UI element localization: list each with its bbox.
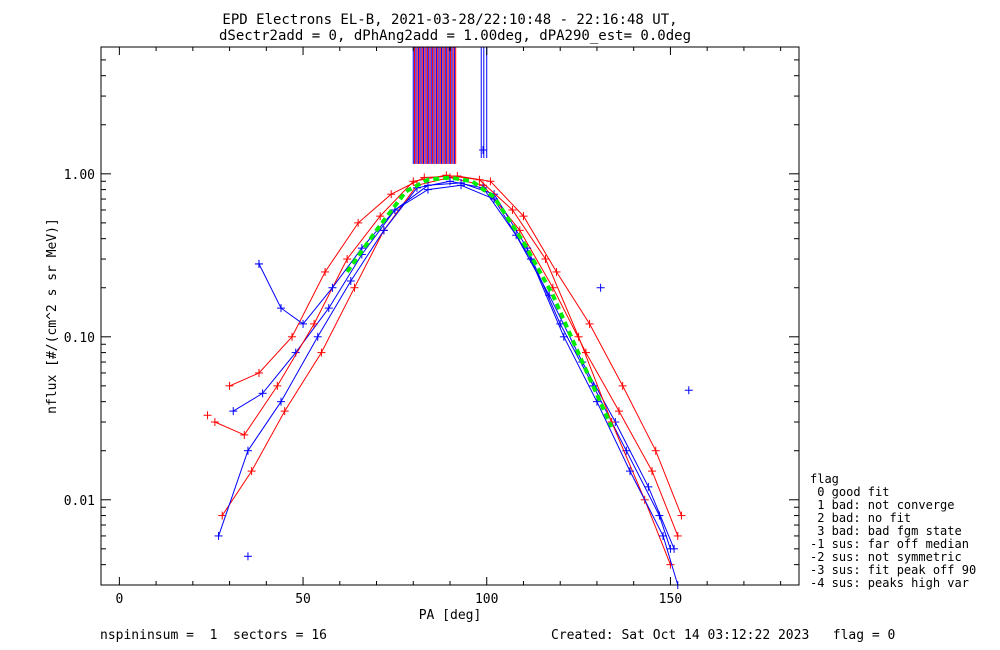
series-point-5-6 <box>423 185 432 194</box>
series-point-0-4 <box>350 283 359 292</box>
chart-title-line1: EPD Electrons EL-B, 2021-03-28/22:10:48 … <box>222 12 677 28</box>
series-point-0-1 <box>247 467 256 476</box>
legend-entry: -3 sus: fit peak off 90 <box>810 563 976 577</box>
chart-title-line2: dSectr2add = 0, dPhAng2add = 1.00deg, dP… <box>219 28 691 44</box>
series-point-2-4 <box>354 218 363 227</box>
series-point-2-0 <box>225 381 234 390</box>
legend-entry: -2 sus: not symmetric <box>810 550 962 564</box>
series-point-2-14 <box>677 511 686 520</box>
scatter-point-5 <box>203 411 212 420</box>
series-line-3 <box>233 182 671 549</box>
series-point-3-0 <box>229 407 238 416</box>
series-point-0-0 <box>218 511 227 520</box>
series-point-5-2 <box>299 319 308 328</box>
series-point-3-13 <box>655 511 664 520</box>
legend-entry: 2 bad: no fit <box>810 511 911 525</box>
series-point-2-3 <box>321 267 330 276</box>
series-point-1-1 <box>243 446 252 455</box>
legend-entry: -4 sus: peaks high var <box>810 576 969 590</box>
legend-entry: 1 bad: not converge <box>810 498 955 512</box>
series-point-1-4 <box>346 276 355 285</box>
legend-entry: 0 good fit <box>810 485 889 499</box>
mean-curve <box>345 175 614 428</box>
y-axis-label: nflux [#/(cm^2 s sr MeV)] <box>45 218 60 414</box>
series-line-5 <box>258 184 679 586</box>
series-point-0-13 <box>648 467 657 476</box>
y-tick-label: 0.10 <box>64 331 95 346</box>
series-point-2-9 <box>519 212 528 221</box>
series-point-2-11 <box>585 319 594 328</box>
footer-right: Created: Sat Oct 14 03:12:22 2023 flag =… <box>551 628 895 643</box>
series-point-5-12 <box>626 467 635 476</box>
series-line-1 <box>218 180 675 549</box>
series-point-3-3 <box>324 304 333 313</box>
series-point-4-10 <box>541 255 550 264</box>
series-point-5-1 <box>277 304 286 313</box>
series-point-5-10 <box>559 332 568 341</box>
series-point-2-8 <box>486 177 495 186</box>
series-point-3-14 <box>666 544 675 553</box>
series-point-4-0 <box>210 418 219 427</box>
x-tick-label: 0 <box>115 592 123 607</box>
series-point-2-10 <box>552 267 561 276</box>
series-point-3-10 <box>556 319 565 328</box>
series-point-2-2 <box>288 332 297 341</box>
series-point-5-3 <box>328 283 337 292</box>
series-point-5-9 <box>526 255 535 264</box>
scatter-point-1 <box>684 386 693 395</box>
series-point-1-13 <box>644 482 653 491</box>
scatter-point-4 <box>596 283 605 292</box>
series-point-1-3 <box>313 332 322 341</box>
legend-title: flag <box>810 472 839 486</box>
series-line-2 <box>229 175 682 516</box>
series-point-4-5 <box>376 212 385 221</box>
series-point-4-1 <box>240 430 249 439</box>
series-point-5-7 <box>457 181 466 190</box>
series-point-4-3 <box>310 319 319 328</box>
scatter-point-3 <box>243 552 252 561</box>
legend-entry: -1 sus: far off median <box>810 537 969 551</box>
mean-curve-layer <box>345 175 614 428</box>
axes-layer: 0 50 100 150 0.01 0.10 1.00 <box>64 46 799 607</box>
plot-frame <box>100 46 800 586</box>
series-point-0-12 <box>614 407 623 416</box>
x-tick-label: 100 <box>475 592 498 607</box>
legend-entry: 3 bad: bad fgm state <box>810 524 962 538</box>
flag-legend: flag 0 good fit 1 bad: not converge 2 ba… <box>810 472 976 590</box>
series-point-1-5 <box>379 226 388 235</box>
x-tick-label: 50 <box>295 592 311 607</box>
series-point-4-8 <box>475 175 484 184</box>
series-point-0-14 <box>673 531 682 540</box>
series-point-2-1 <box>254 368 263 377</box>
spike-layer <box>412 47 488 164</box>
series-layer <box>210 171 686 589</box>
series-point-0-2 <box>280 407 289 416</box>
scatter-point-0 <box>254 259 263 268</box>
y-tick-label: 0.01 <box>64 494 95 509</box>
series-point-4-4 <box>343 255 352 264</box>
scatter-layer <box>203 146 693 561</box>
series-point-1-0 <box>214 531 223 540</box>
series-point-1-2 <box>277 397 286 406</box>
series-point-2-13 <box>651 446 660 455</box>
series-point-4-9 <box>508 205 517 214</box>
series-point-2-12 <box>618 381 627 390</box>
footer-left: nspininsum = 1 sectors = 16 <box>100 628 327 643</box>
x-axis-label: PA [deg] <box>419 608 482 623</box>
series-line-4 <box>214 174 671 565</box>
series-point-4-6 <box>409 177 418 186</box>
y-tick-label: 1.00 <box>64 168 95 183</box>
series-line-0 <box>221 176 679 537</box>
series-point-5-13 <box>659 531 668 540</box>
series-point-4-11 <box>574 332 583 341</box>
series-point-3-1 <box>258 389 267 398</box>
series-point-4-2 <box>273 381 282 390</box>
scatter-point-2 <box>479 146 488 155</box>
x-tick-label: 150 <box>659 592 682 607</box>
series-point-2-5 <box>387 190 396 199</box>
series-point-0-3 <box>317 348 326 357</box>
